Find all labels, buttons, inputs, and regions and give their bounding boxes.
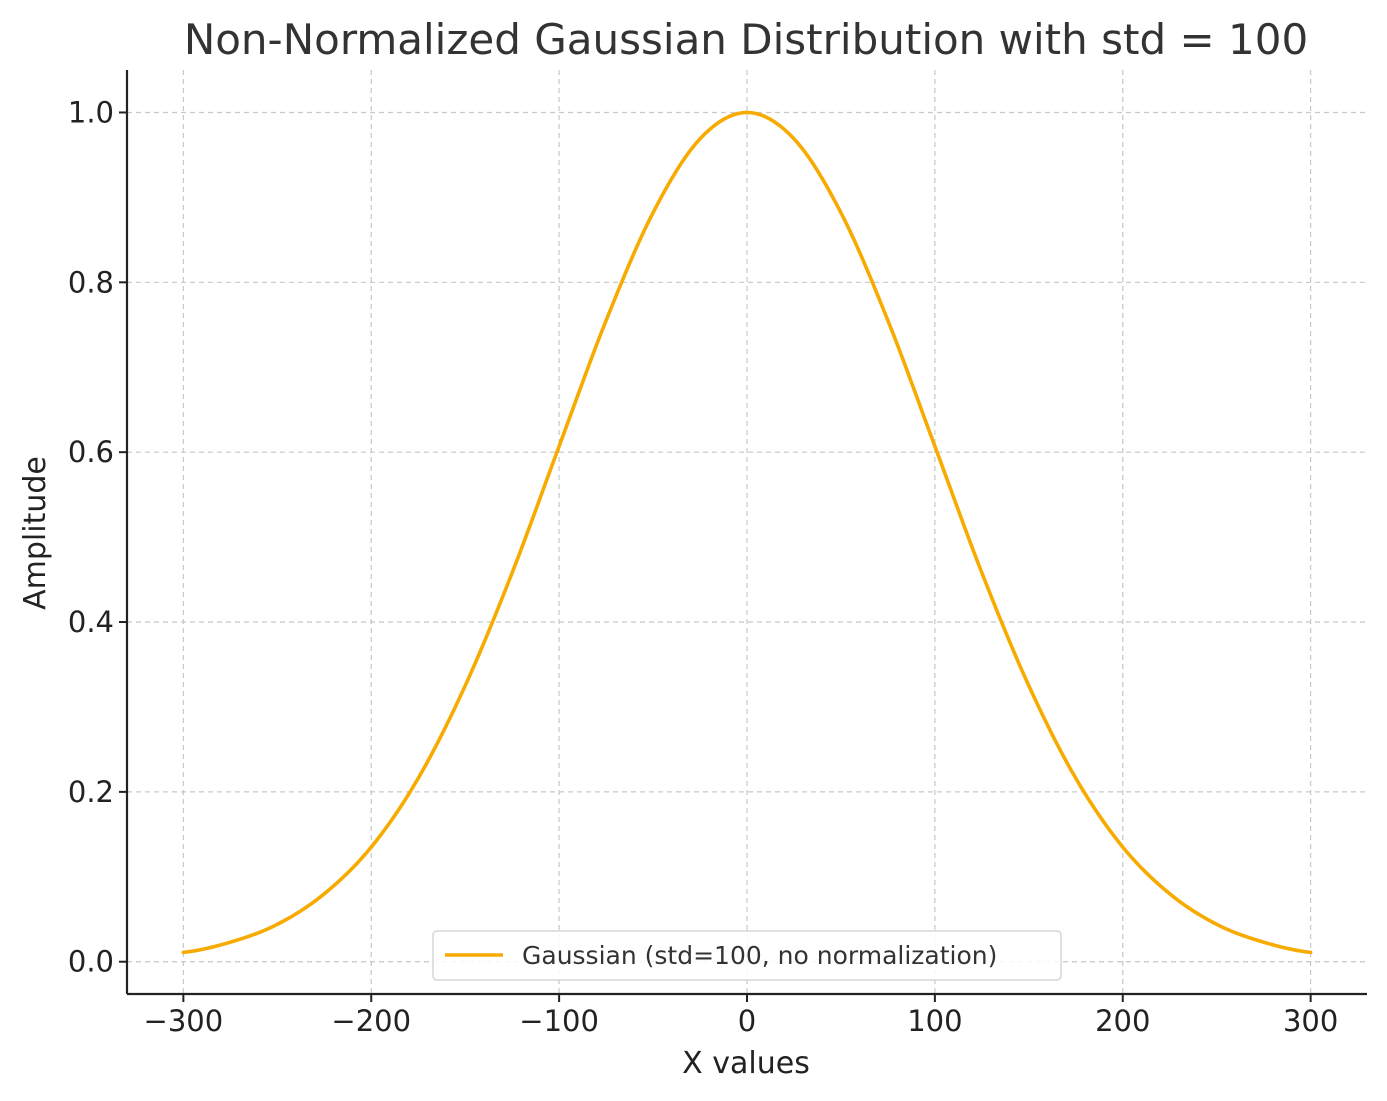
y-tick-label: 0.8 (68, 265, 114, 299)
series-layer (181, 110, 1313, 955)
y-tick-label: 0.0 (68, 945, 114, 979)
y-tick-label: 0.6 (68, 435, 114, 469)
x-tick-label: 300 (1283, 1004, 1338, 1038)
legend-label: Gaussian (std=100, no normalization) (522, 941, 997, 970)
x-tick-label: 100 (907, 1004, 962, 1038)
x-tick-label: 200 (1095, 1004, 1150, 1038)
x-tick-label: 0 (738, 1004, 756, 1038)
x-tick-label: −300 (144, 1004, 224, 1038)
grid-lines (127, 70, 1367, 994)
series-line (181, 110, 1313, 955)
legend: Gaussian (std=100, no normalization) (432, 930, 1062, 981)
x-tick-label: −200 (331, 1004, 411, 1038)
axes: −300 −200 −100 0 100 200 300 0.0 0.2 0.4 0.6 0.8 1.0 (68, 70, 1367, 1038)
legend-box (432, 930, 1062, 981)
y-tick-label: 0.4 (68, 605, 114, 639)
y-tick-label: 0.2 (68, 775, 114, 809)
x-axis-label: X values (682, 1046, 810, 1081)
y-tick-label: 1.0 (68, 95, 114, 129)
chart-title: Non-Normalized Gaussian Distribution wit… (184, 15, 1308, 64)
x-tick-label: −100 (519, 1004, 599, 1038)
y-axis-label: Amplitude (18, 456, 53, 610)
